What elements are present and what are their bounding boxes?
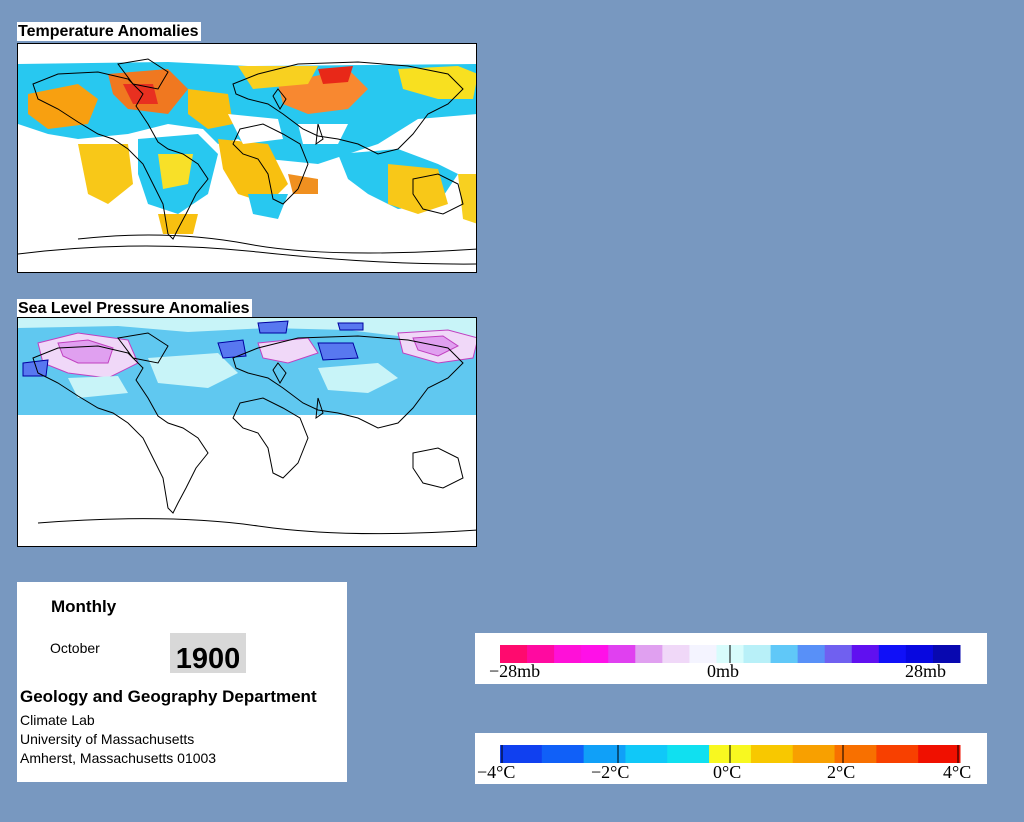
pressure-anomaly-patches — [18, 318, 476, 415]
period-label: Monthly — [51, 597, 117, 616]
temperature-legend-label-4: 4°C — [943, 762, 971, 782]
lab-name: Climate Lab — [20, 712, 95, 728]
info-panel: Monthly October 1900 Geology and Geograp… — [17, 582, 347, 782]
pressure-legend-zero-label: 0mb — [707, 661, 739, 681]
temperature-map-title: Temperature Anomalies — [17, 22, 201, 41]
temperature-legend-swatch-4 — [667, 745, 710, 763]
pressure-legend-swatch-15 — [905, 645, 934, 663]
temperature-anomaly-map — [17, 43, 477, 273]
pressure-map-svg — [18, 318, 476, 546]
temperature-legend-label-0: 0°C — [713, 762, 741, 782]
temperature-legend-label-minus4: −4°C — [477, 762, 515, 782]
pressure-legend-swatch-3 — [581, 645, 609, 663]
pressure-legend-swatch-7 — [689, 645, 717, 663]
temperature-legend-swatch-10 — [918, 745, 961, 763]
pressure-coastlines — [32, 332, 476, 535]
temperature-legend-swatches — [500, 745, 961, 763]
temperature-legend-label-minus2: −2°C — [591, 762, 629, 782]
pressure-legend-swatch-4 — [608, 645, 636, 663]
pressure-legend-swatch-0 — [500, 645, 528, 663]
pressure-legend: −28mb 0mb 28mb — [475, 633, 987, 684]
pressure-map-title: Sea Level Pressure Anomalies — [17, 299, 252, 318]
pressure-legend-swatch-6 — [662, 645, 690, 663]
pressure-legend-swatch-12 — [824, 645, 853, 663]
pressure-legend-max-label: 28mb — [905, 661, 946, 681]
university-name: University of Massachusetts — [20, 731, 195, 747]
department-name: Geology and Geography Department — [20, 687, 317, 706]
temperature-coastlines — [18, 58, 476, 265]
temperature-legend-swatch-7 — [792, 745, 836, 763]
address: Amherst, Massachusetts 01003 — [20, 750, 217, 766]
pressure-legend-svg: −28mb 0mb 28mb — [489, 645, 961, 681]
pressure-legend-swatch-5 — [635, 645, 663, 663]
temperature-legend-swatch-0 — [500, 745, 543, 763]
pressure-legend-min-label: −28mb — [489, 661, 540, 681]
temperature-legend-label-2: 2°C — [827, 762, 855, 782]
pressure-legend-swatches — [500, 645, 961, 663]
pressure-legend-swatch-14 — [878, 645, 907, 663]
pressure-legend-swatch-2 — [554, 645, 582, 663]
temperature-legend-swatch-8 — [834, 745, 877, 763]
temperature-legend-swatch-9 — [876, 745, 919, 763]
temperature-legend-svg: −4°C −2°C 0°C 2°C 4°C — [477, 745, 971, 782]
temperature-anomaly-patches — [18, 62, 476, 234]
pressure-legend-swatch-11 — [797, 645, 826, 663]
year-display: 1900 — [170, 633, 246, 675]
temperature-legend-swatch-6 — [750, 745, 794, 763]
month-label: October — [50, 640, 100, 656]
pressure-legend-swatch-10 — [770, 645, 799, 663]
pressure-legend-swatch-1 — [527, 645, 555, 663]
temperature-map-svg — [18, 44, 476, 272]
pressure-legend-swatch-16 — [932, 645, 961, 663]
pressure-anomaly-map — [17, 317, 477, 547]
temperature-legend-swatch-2 — [583, 745, 626, 763]
temperature-legend-swatch-3 — [625, 745, 668, 763]
temperature-legend: −4°C −2°C 0°C 2°C 4°C — [475, 733, 987, 784]
pressure-legend-swatch-9 — [743, 645, 772, 663]
pressure-legend-swatch-13 — [851, 645, 880, 663]
temperature-legend-swatch-1 — [541, 745, 585, 763]
